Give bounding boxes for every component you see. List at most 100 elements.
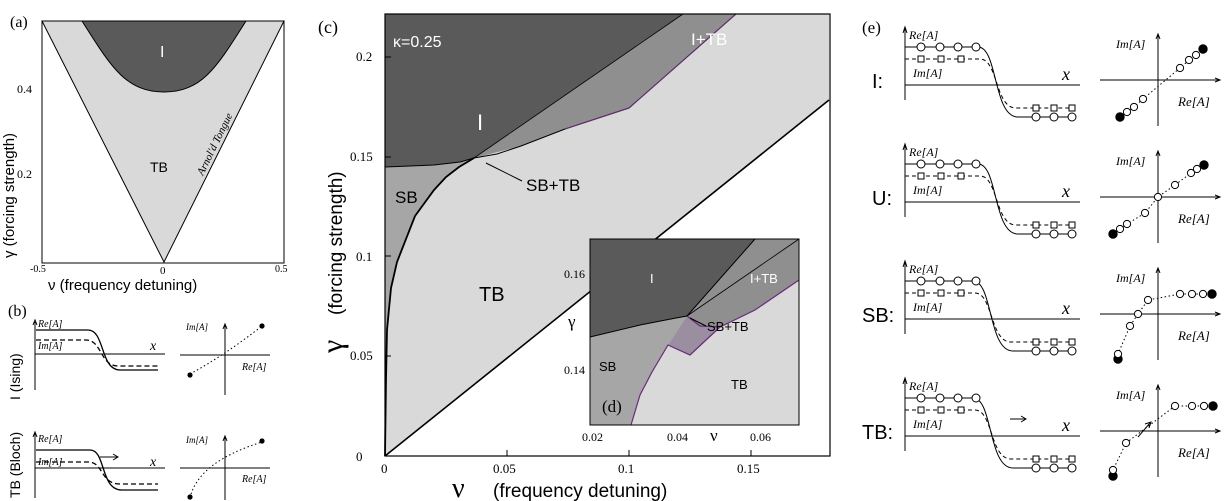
panel-e-row-name: SB:: [862, 305, 894, 327]
panel-c-ylabel-sym: γ: [316, 340, 349, 354]
panel-c-region-i: [385, 14, 683, 167]
panel-d-label-sb: SB: [599, 359, 616, 374]
phase-point: [1187, 401, 1197, 411]
profile-re-marker: [1067, 463, 1077, 473]
panel-e-rows: I: Re[A] Im[A] x Im[A] Re[A] U: Re[A] Im[A] x Im[A…: [862, 25, 1222, 481]
profile-im-curve: [905, 58, 1072, 109]
profile-im-marker: [957, 406, 965, 414]
panel-b: (b) I (Ising) Re[A] Im[A] x Im[A] Re[A] …: [7, 303, 270, 500]
profile-x-label: x: [1061, 181, 1070, 201]
panel-c-frame: [384, 13, 831, 457]
profile-im-marker: [1068, 338, 1076, 346]
panel-d-xtick-002: 0.02: [582, 430, 603, 444]
phase-point: [1125, 321, 1135, 331]
phase-point: [1187, 289, 1197, 299]
phase-point: [1175, 289, 1185, 299]
profile-re-label: Re[A]: [908, 379, 939, 393]
panel-a-frame: [41, 20, 285, 264]
profile-re-curve: [905, 280, 1072, 352]
phase-point: [1113, 349, 1123, 359]
profile-re-marker: [1031, 463, 1041, 473]
phase-x-arrow: [1214, 77, 1222, 83]
phase-x-arrow: [1214, 428, 1222, 434]
panel-c-label: (c): [318, 17, 338, 38]
profile-im-marker: [1068, 455, 1076, 463]
profile-im-marker: [957, 55, 965, 63]
panel-a-label-i: I: [160, 44, 164, 61]
phase-x-arrow: [1214, 311, 1222, 317]
phase-point: [1153, 192, 1163, 202]
profile-im-marker: [1068, 221, 1076, 229]
phase-endpoint: [1198, 44, 1208, 54]
phase-motion-arrowhead: [1144, 421, 1152, 429]
panel-a-ytick-04: 0.4: [17, 82, 32, 96]
panel-d-boundary-i: [589, 238, 756, 338]
profile-re-marker: [971, 159, 981, 169]
profile-re-marker: [1049, 463, 1059, 473]
panel-c-ytick-01: 0.1: [356, 249, 372, 264]
panel-e-row-1: I: Re[A] Im[A] x Im[A] Re[A]: [872, 25, 1222, 126]
profile-re-marker: [1067, 229, 1077, 239]
panel-d-region-sbtb: [668, 316, 720, 355]
profile-re-marker: [916, 159, 926, 169]
phase-point: [1121, 438, 1131, 448]
profile-im-marker: [937, 172, 945, 180]
profile-im-marker: [917, 406, 925, 414]
profile-re-marker: [916, 276, 926, 286]
panel-b-row1-im-axis: Im[A]: [185, 322, 208, 332]
profile-re-marker: [935, 42, 945, 52]
panel-b-row1-re-axis: Re[A]: [241, 362, 267, 373]
panel-a-label: (a): [10, 14, 28, 31]
panel-e-label: (e): [862, 18, 881, 37]
profile-re-curve: [905, 397, 1072, 469]
phase-im-label: Im[A]: [1115, 37, 1146, 51]
phase-y-arrow: [1155, 266, 1161, 274]
panel-b-label: (b): [8, 303, 27, 320]
panel-e-row-name: I:: [872, 71, 883, 93]
profile-im-label: Im[A]: [912, 183, 943, 197]
panel-e: (e): [862, 18, 881, 37]
panel-a-xlabel: ν (frequency detuning): [48, 277, 197, 294]
profile-re-label: Re[A]: [908, 262, 939, 276]
panel-c-xlabel-text: (frequency detuning): [493, 481, 667, 501]
panel-c-ytick-02: 0.2: [356, 49, 372, 64]
phase-point: [1122, 219, 1132, 229]
panel-d-region-i: [590, 239, 755, 337]
profile-re-marker: [971, 393, 981, 403]
panel-a-xtick-pos: 0.5: [275, 264, 288, 275]
phase-point: [1122, 107, 1132, 117]
panel-e-row-2: U: Re[A] Im[A] x Im[A] Re[A]: [872, 142, 1222, 243]
profile-re-marker: [1067, 346, 1077, 356]
panel-d-label-tb: TB: [731, 377, 748, 392]
panel-b-row2-name: TB (Bloch): [7, 432, 23, 498]
panel-c-region-itb: [474, 14, 829, 158]
profile-re-marker: [916, 393, 926, 403]
panel-c-ytick-015: 0.15: [350, 149, 373, 164]
panel-c-label-sb: SB: [395, 188, 418, 207]
profile-re-marker: [953, 393, 963, 403]
profile-im-marker: [917, 172, 925, 180]
profile-im-curve: [905, 175, 1072, 226]
panel-b-row2-x: x: [149, 455, 157, 470]
panel-b-row2-im-axis: Im[A]: [185, 435, 208, 445]
phase-point: [1129, 102, 1139, 112]
panel-c-xtick-005: 0.05: [493, 461, 516, 476]
panel-d-xtick-006: 0.06: [750, 430, 771, 444]
phase-point: [1186, 168, 1196, 178]
profile-re-marker: [971, 276, 981, 286]
profile-re-curve: [905, 163, 1072, 235]
profile-x-label: x: [1061, 298, 1070, 318]
panel-c-ytick-0: 0: [356, 449, 363, 464]
phase-point: [1170, 180, 1180, 190]
profile-re-marker: [935, 393, 945, 403]
phase-motion-arrow: [1137, 422, 1151, 438]
panel-c-xtick-015: 0.15: [737, 461, 760, 476]
phase-point: [1192, 164, 1202, 174]
panel-c-ytick-005: 0.05: [350, 348, 373, 363]
panel-a-ytick-02: 0.2: [17, 167, 32, 181]
panel-e-row-name: U:: [872, 188, 892, 210]
panel-d: I I+TB SB SB+TB TB (d) 0.16 0.14 0.02 0.…: [564, 238, 800, 445]
panel-c-boundary-sb: [384, 157, 475, 457]
phase-point: [1191, 50, 1201, 60]
panel-c-region-sb: [385, 158, 474, 456]
